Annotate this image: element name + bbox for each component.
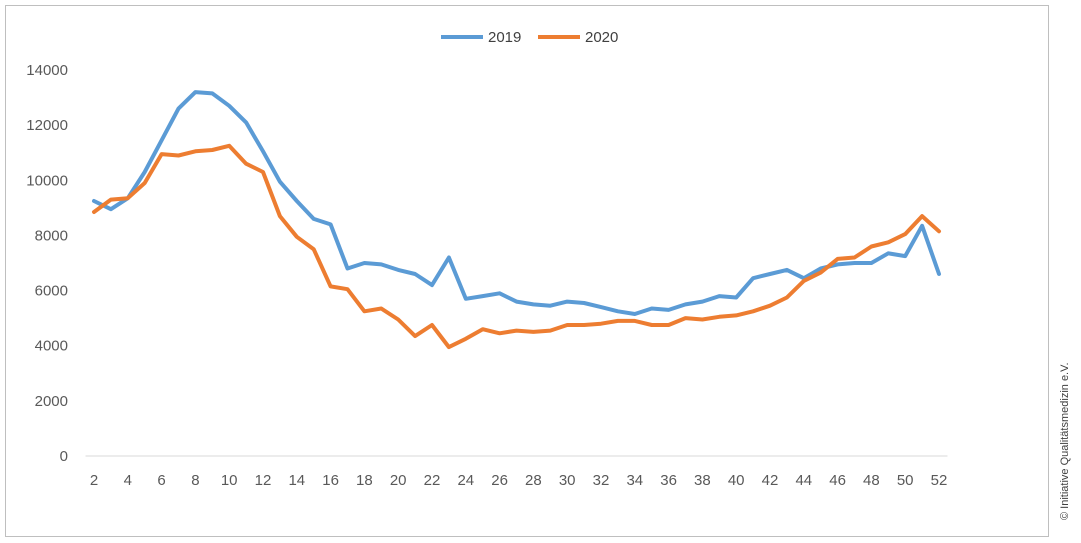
y-tick-label: 0 [60, 448, 68, 465]
x-tick-label: 4 [124, 472, 132, 489]
x-tick-label: 12 [255, 472, 272, 489]
series-lines [92, 90, 941, 350]
x-tick-label: 44 [795, 472, 812, 489]
x-tick-label: 32 [593, 472, 610, 489]
y-tick-label: 14000 [26, 62, 68, 79]
x-tick-label: 40 [728, 472, 745, 489]
x-tick-label: 10 [221, 472, 238, 489]
x-tick-label: 52 [931, 472, 948, 489]
x-tick-label: 28 [525, 472, 542, 489]
series-line-2019 [92, 90, 941, 316]
x-tick-label: 30 [559, 472, 576, 489]
y-tick-label: 12000 [26, 117, 68, 134]
y-tick-label: 10000 [26, 172, 68, 189]
series-line-2020 [92, 143, 941, 350]
x-tick-label: 20 [390, 472, 407, 489]
x-tick-label: 2 [90, 472, 98, 489]
x-tick-label: 26 [491, 472, 508, 489]
x-tick-label: 36 [660, 472, 677, 489]
legend: 2019 2020 [441, 29, 618, 46]
x-tick-label: 38 [694, 472, 711, 489]
line-chart: 2019 2020 0 2000 4000 6000 8000 10000 12000 1400… [26, 29, 948, 489]
legend-label-2019: 2019 [488, 29, 521, 46]
y-tick-label: 2000 [35, 393, 68, 410]
chart-frame: 2019 2020 0 2000 4000 6000 8000 10000 12000 1400… [5, 5, 1049, 537]
x-tick-label: 6 [157, 472, 165, 489]
x-tick-label: 48 [863, 472, 880, 489]
y-tick-label: 4000 [35, 338, 68, 355]
x-tick-label: 50 [897, 472, 914, 489]
x-axis-ticks: 2 4 6 8 10 12 14 16 18 20 22 24 26 28 30 32 34 36 38 40 42 44… [90, 472, 948, 489]
y-axis-tick-labels: 0 2000 4000 6000 8000 10000 12000 14000 [26, 62, 68, 465]
y-tick-label: 8000 [35, 227, 68, 244]
x-tick-label: 14 [288, 472, 305, 489]
x-tick-label: 18 [356, 472, 373, 489]
x-tick-label: 8 [191, 472, 199, 489]
y-tick-label: 6000 [35, 283, 68, 300]
x-tick-label: 16 [322, 472, 339, 489]
x-tick-label: 22 [424, 472, 441, 489]
x-tick-label: 34 [626, 472, 643, 489]
copyright-text: © Initiative Qualitätsmedizin e.V. [1059, 362, 1071, 521]
x-tick-label: 46 [829, 472, 846, 489]
x-tick-label: 42 [762, 472, 779, 489]
legend-label-2020: 2020 [585, 29, 618, 46]
x-tick-label: 24 [457, 472, 474, 489]
